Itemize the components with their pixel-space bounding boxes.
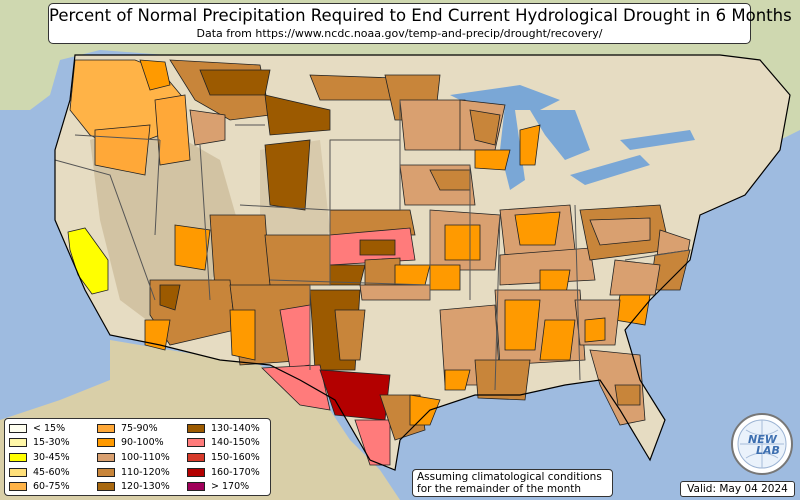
state-borders [54, 100, 691, 391]
drought-regions [67, 59, 691, 466]
legend-swatch [9, 452, 27, 462]
valid-date: Valid: May 04 2024 [680, 481, 795, 497]
legend-label: 30-45% [33, 451, 70, 463]
legend-label: 150-160% [211, 451, 260, 463]
legend-label: 160-170% [211, 466, 260, 478]
legend-item: 130-140% [187, 421, 271, 436]
legend-swatch [97, 423, 115, 433]
legend-label: > 170% [211, 481, 250, 493]
logo-text-bottom: LAB [756, 444, 780, 457]
legend-swatch [9, 482, 27, 492]
legend-label: 130-140% [211, 422, 260, 434]
legend: < 15% 15-30% 30-45% 45-60% 60-75% 75-90% 90-10… [4, 418, 271, 496]
title-box: Percent of Normal Precipitation Required… [48, 3, 792, 44]
map-title: Percent of Normal Precipitation Required… [49, 6, 792, 25]
legend-swatch [187, 467, 205, 477]
legend-label: 140-150% [211, 437, 260, 449]
legend-item: 160-170% [187, 465, 271, 480]
logo-text-top: NEW [748, 433, 778, 446]
legend-item: 45-60% [9, 465, 97, 480]
legend-swatch [187, 438, 205, 448]
legend-label: 45-60% [33, 466, 70, 478]
legend-label: < 15% [33, 422, 66, 434]
legend-item: 15-30% [9, 436, 97, 451]
legend-item: > 170% [187, 479, 271, 494]
legend-swatch [97, 438, 115, 448]
legend-item: 100-110% [97, 450, 187, 465]
legend-swatch [97, 482, 115, 492]
globe-logo-icon: NEW LAB [731, 413, 793, 475]
legend-item: 150-160% [187, 450, 271, 465]
map-subtitle: Data from https://www.ncdc.noaa.gov/temp… [196, 27, 603, 40]
legend-item: 90-100% [97, 436, 187, 451]
note-line-1: Assuming climatological conditions [417, 471, 602, 483]
legend-swatch [9, 467, 27, 477]
legend-swatch [9, 438, 27, 448]
legend-swatch [97, 467, 115, 477]
legend-label: 60-75% [33, 481, 70, 493]
legend-label: 90-100% [121, 437, 164, 449]
legend-swatch [187, 452, 205, 462]
us-outline [54, 54, 791, 471]
legend-item: 75-90% [97, 421, 187, 436]
legend-label: 110-120% [121, 466, 170, 478]
legend-item: 120-130% [97, 479, 187, 494]
legend-label: 75-90% [121, 422, 158, 434]
mountain-shading [90, 120, 240, 330]
legend-item: < 15% [9, 421, 97, 436]
legend-item: 140-150% [187, 436, 271, 451]
legend-swatch [187, 423, 205, 433]
legend-label: 15-30% [33, 437, 70, 449]
legend-item: 110-120% [97, 465, 187, 480]
legend-label: 100-110% [121, 451, 170, 463]
legend-item: 30-45% [9, 450, 97, 465]
legend-item: 60-75% [9, 479, 97, 494]
legend-swatch [9, 423, 27, 433]
legend-label: 120-130% [121, 481, 170, 493]
assumption-note: Assuming climatological conditions for t… [412, 469, 613, 497]
legend-swatch [97, 452, 115, 462]
note-line-2: for the remainder of the month [417, 483, 582, 495]
canada-land [0, 0, 800, 200]
legend-swatch [187, 482, 205, 492]
